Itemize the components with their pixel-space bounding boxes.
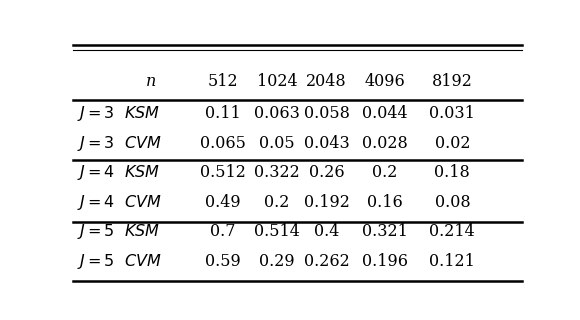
Text: $J = 4$  $\mathit{KSM}$: $J = 4$ $\mathit{KSM}$ — [77, 163, 160, 182]
Text: 0.02: 0.02 — [434, 135, 470, 152]
Text: 0.16: 0.16 — [367, 194, 403, 211]
Text: 0.262: 0.262 — [303, 253, 349, 270]
Text: 0.514: 0.514 — [254, 223, 300, 240]
Text: 0.18: 0.18 — [434, 164, 470, 181]
Text: 0.512: 0.512 — [200, 164, 246, 181]
Text: 0.322: 0.322 — [254, 164, 300, 181]
Text: 0.05: 0.05 — [259, 135, 295, 152]
Text: 1024: 1024 — [257, 73, 298, 90]
Text: 0.321: 0.321 — [362, 223, 408, 240]
Text: 0.031: 0.031 — [429, 105, 475, 122]
Text: 0.196: 0.196 — [362, 253, 408, 270]
Text: 0.214: 0.214 — [429, 223, 475, 240]
Text: 0.7: 0.7 — [211, 223, 236, 240]
Text: n: n — [146, 73, 156, 90]
Text: $J = 3$  $\mathit{KSM}$: $J = 3$ $\mathit{KSM}$ — [77, 104, 160, 123]
Text: 0.043: 0.043 — [303, 135, 349, 152]
Text: 0.058: 0.058 — [303, 105, 349, 122]
Text: 0.121: 0.121 — [429, 253, 475, 270]
Text: 0.26: 0.26 — [309, 164, 345, 181]
Text: 0.08: 0.08 — [434, 194, 470, 211]
Text: 0.49: 0.49 — [205, 194, 241, 211]
Text: 0.044: 0.044 — [362, 105, 408, 122]
Text: 0.065: 0.065 — [200, 135, 246, 152]
Text: 8192: 8192 — [432, 73, 473, 90]
Text: 0.4: 0.4 — [314, 223, 339, 240]
Text: 2048: 2048 — [306, 73, 347, 90]
Text: $J = 5$  $\mathit{KSM}$: $J = 5$ $\mathit{KSM}$ — [77, 222, 160, 241]
Text: 0.29: 0.29 — [259, 253, 295, 270]
Text: 0.192: 0.192 — [303, 194, 349, 211]
Text: 0.028: 0.028 — [362, 135, 408, 152]
Text: 0.063: 0.063 — [254, 105, 300, 122]
Text: 0.2: 0.2 — [372, 164, 398, 181]
Text: $J = 4$  $\mathit{CVM}$: $J = 4$ $\mathit{CVM}$ — [77, 193, 162, 212]
Text: 4096: 4096 — [364, 73, 405, 90]
Text: 0.59: 0.59 — [205, 253, 241, 270]
Text: 0.2: 0.2 — [264, 194, 290, 211]
Text: $J = 3$  $\mathit{CVM}$: $J = 3$ $\mathit{CVM}$ — [77, 134, 162, 153]
Text: $J = 5$  $\mathit{CVM}$: $J = 5$ $\mathit{CVM}$ — [77, 252, 162, 271]
Text: 0.11: 0.11 — [205, 105, 241, 122]
Text: 512: 512 — [208, 73, 238, 90]
